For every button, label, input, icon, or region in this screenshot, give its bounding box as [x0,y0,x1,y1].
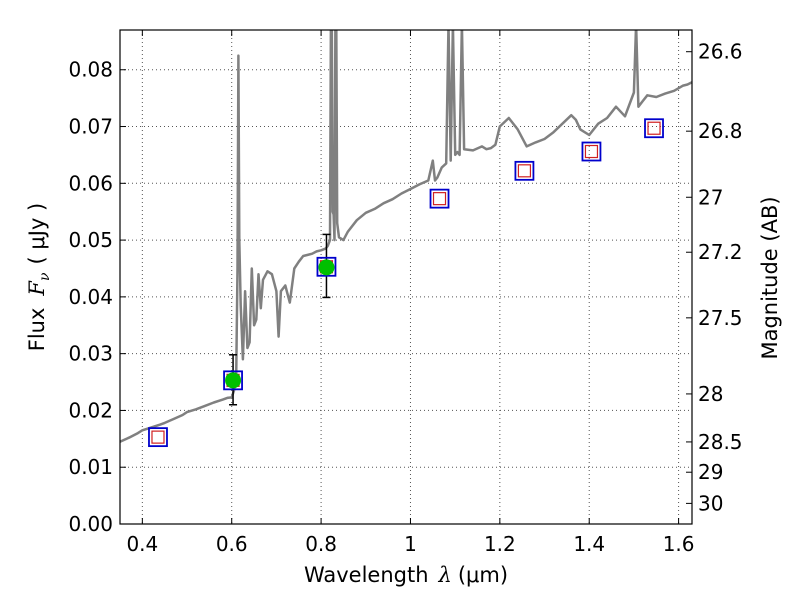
marker-layer [148,118,664,448]
tick-layer: 0.4 0.6 0.8 1 1.2 1.4 1.6 0.00 0.01 0.02 0.03 0.04 0… [68,30,743,556]
y-tick-label: 0.05 [68,228,113,252]
x-tick-label: 1 [404,532,417,556]
y2-axis-title: Magnitude (AB) [758,196,782,359]
x-axis-title: Wavelength λ (μm) [304,563,508,587]
y-tick-label: 0.00 [68,512,113,536]
data-layer [120,30,692,443]
y-tick-label: 0.08 [68,58,113,82]
x-tick-label: 1.4 [573,532,605,556]
model-box-marker [581,141,602,162]
y-tick-label: 0.03 [68,342,113,366]
y-tick-label: 0.07 [68,115,113,139]
model-box-marker [644,118,664,139]
model-inner-marker [151,430,165,444]
model-box-marker [316,256,337,277]
y-axis-title: FluxFν( μJy ) [25,203,53,351]
model-inner-marker [432,192,447,206]
observed-point [225,372,242,389]
x-tick-label: 0.6 [216,532,248,556]
mag-tick-label: 29 [698,460,723,484]
mag-tick-label: 30 [698,491,723,515]
y-tick-label: 0.04 [68,285,113,309]
mag-tick-label: 26.8 [698,119,743,143]
plot-frame [119,29,693,525]
mag-tick-label: 27 [698,185,723,209]
model-box-marker [148,427,168,448]
model-box-marker [223,370,243,391]
model-box-marker [514,160,535,181]
mag-tick-label: 26.6 [698,40,743,64]
x-tick-label: 0.4 [126,532,158,556]
y-tick-label: 0.01 [68,455,113,479]
spectrum-line [120,30,692,443]
mag-tick-label: 27.2 [698,240,743,264]
observed-point [318,259,335,276]
model-inner-marker [584,144,599,159]
x-tick-label: 1.2 [484,532,516,556]
x-tick-label: 1.6 [663,532,695,556]
mag-tick-label: 27.5 [698,306,743,330]
model-box-marker [429,188,450,209]
y-tick-label: 0.06 [68,171,113,195]
mag-tick-label: 28 [698,382,723,406]
y-tick-label: 0.02 [68,398,113,422]
model-inner-marker [647,121,661,135]
model-inner-marker [517,164,532,178]
mag-tick-label: 28.5 [698,430,743,454]
x-tick-label: 0.8 [305,532,337,556]
